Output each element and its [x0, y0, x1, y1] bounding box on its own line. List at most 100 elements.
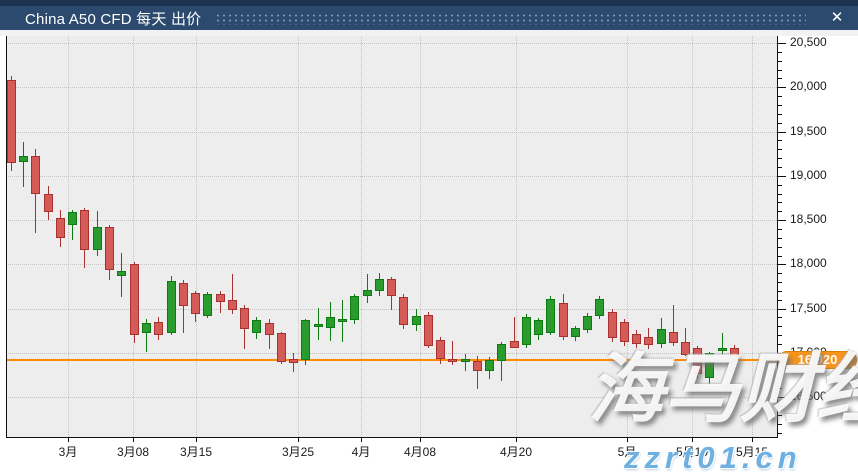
v-gridline	[627, 36, 628, 437]
candle-body	[19, 156, 28, 162]
candle-wick	[673, 305, 674, 346]
h-gridline	[6, 175, 777, 177]
candle-body	[510, 341, 519, 348]
price-axis[interactable]: 16,50017,00017,50018,00018,50019,00019,5…	[777, 35, 858, 437]
h-gridline	[6, 131, 777, 133]
candle-body	[338, 319, 347, 323]
y-minor-tick	[778, 184, 782, 186]
y-minor-tick	[778, 105, 782, 107]
v-gridline	[516, 36, 517, 437]
y-major-tick	[778, 264, 786, 266]
x-tick-label: 5月	[617, 445, 637, 459]
y-minor-tick	[778, 237, 782, 239]
chart-plot-area[interactable]	[6, 36, 777, 437]
candle-body	[350, 296, 359, 321]
candle-body	[240, 307, 249, 329]
titlebar[interactable]: China A50 CFD 每天 出价 ✕	[0, 6, 858, 30]
candle-body	[56, 218, 65, 238]
candle-body	[534, 320, 543, 336]
candle-body	[314, 323, 323, 327]
y-major-tick	[778, 43, 786, 45]
candle-wick	[477, 356, 478, 390]
y-minor-tick	[778, 69, 782, 71]
candle-body	[387, 279, 396, 297]
titlebar-grip[interactable]	[215, 11, 806, 25]
candle-body	[375, 279, 384, 291]
candle-body	[461, 359, 470, 363]
candle-body	[644, 336, 653, 345]
candle-wick	[501, 342, 502, 382]
y-minor-tick	[778, 370, 782, 372]
y-major-tick	[778, 397, 786, 399]
y-minor-tick	[778, 317, 782, 319]
candle-wick	[23, 142, 24, 188]
y-tick-label: 19,500	[790, 123, 827, 138]
candle-body	[657, 329, 666, 345]
candle-body	[693, 348, 702, 375]
candle-body	[80, 210, 89, 251]
candle-body	[436, 339, 445, 360]
y-minor-tick	[778, 122, 782, 124]
candle-body	[363, 290, 372, 297]
y-minor-tick	[778, 158, 782, 160]
titlebar-separator	[0, 30, 858, 36]
candle-body	[620, 321, 629, 343]
y-minor-tick	[778, 282, 782, 284]
close-icon[interactable]: ✕	[830, 9, 844, 26]
candle-body	[130, 264, 139, 336]
candle-wick	[293, 352, 294, 373]
h-gridline	[6, 87, 777, 89]
x-tick	[361, 438, 362, 442]
y-minor-tick	[778, 335, 782, 337]
candle-body	[595, 298, 604, 316]
y-minor-tick	[778, 60, 782, 62]
candle-wick	[183, 280, 184, 334]
candle-body	[718, 347, 727, 351]
y-minor-tick	[778, 51, 782, 53]
candle-body	[681, 342, 690, 355]
x-tick-label: 3月08	[116, 445, 150, 459]
candle-wick	[318, 307, 319, 340]
v-gridline	[361, 36, 362, 437]
y-minor-tick	[778, 140, 782, 142]
candle-body	[399, 297, 408, 326]
candle-body	[485, 359, 494, 371]
candle-body	[68, 212, 77, 226]
candle-body	[571, 328, 580, 337]
candle-body	[705, 352, 714, 378]
y-minor-tick	[778, 290, 782, 292]
current-price-badge: 16,920	[778, 350, 857, 369]
y-minor-tick	[778, 246, 782, 248]
candle-body	[559, 303, 568, 337]
y-minor-tick	[778, 167, 782, 168]
candle-body	[154, 321, 163, 336]
candle-body	[669, 331, 678, 344]
time-axis[interactable]: 3月 3月08 3月15 3月25 4月 4月08 4月20 5月 5月10 5月15	[0, 437, 858, 475]
price-axis-line	[777, 36, 778, 437]
y-tick-label: 16,500	[790, 389, 827, 404]
candle-body	[265, 322, 274, 336]
candle-body	[289, 359, 298, 363]
candle-body	[179, 282, 188, 306]
x-tick-label: 5月15	[735, 445, 769, 459]
y-minor-tick	[778, 423, 782, 425]
y-minor-tick	[778, 149, 782, 151]
candle-wick	[685, 328, 686, 357]
x-tick-label: 3月15	[179, 445, 213, 459]
candle-body	[203, 293, 212, 316]
candle-body	[301, 320, 310, 360]
y-minor-tick	[778, 193, 782, 195]
v-gridline	[752, 36, 753, 437]
x-tick	[692, 438, 693, 442]
y-major-tick	[778, 220, 786, 222]
y-tick-label: 20,000	[790, 79, 827, 94]
x-tick-label: 4月20	[499, 445, 533, 459]
candle-wick	[465, 353, 466, 372]
time-axis-line	[6, 437, 778, 438]
y-major-tick	[778, 131, 786, 133]
candle-body	[31, 155, 40, 195]
candle-body	[412, 315, 421, 325]
candle-body	[142, 322, 151, 334]
y-tick-label: 17,500	[790, 300, 827, 315]
x-tick-label: 4月08	[403, 445, 437, 459]
